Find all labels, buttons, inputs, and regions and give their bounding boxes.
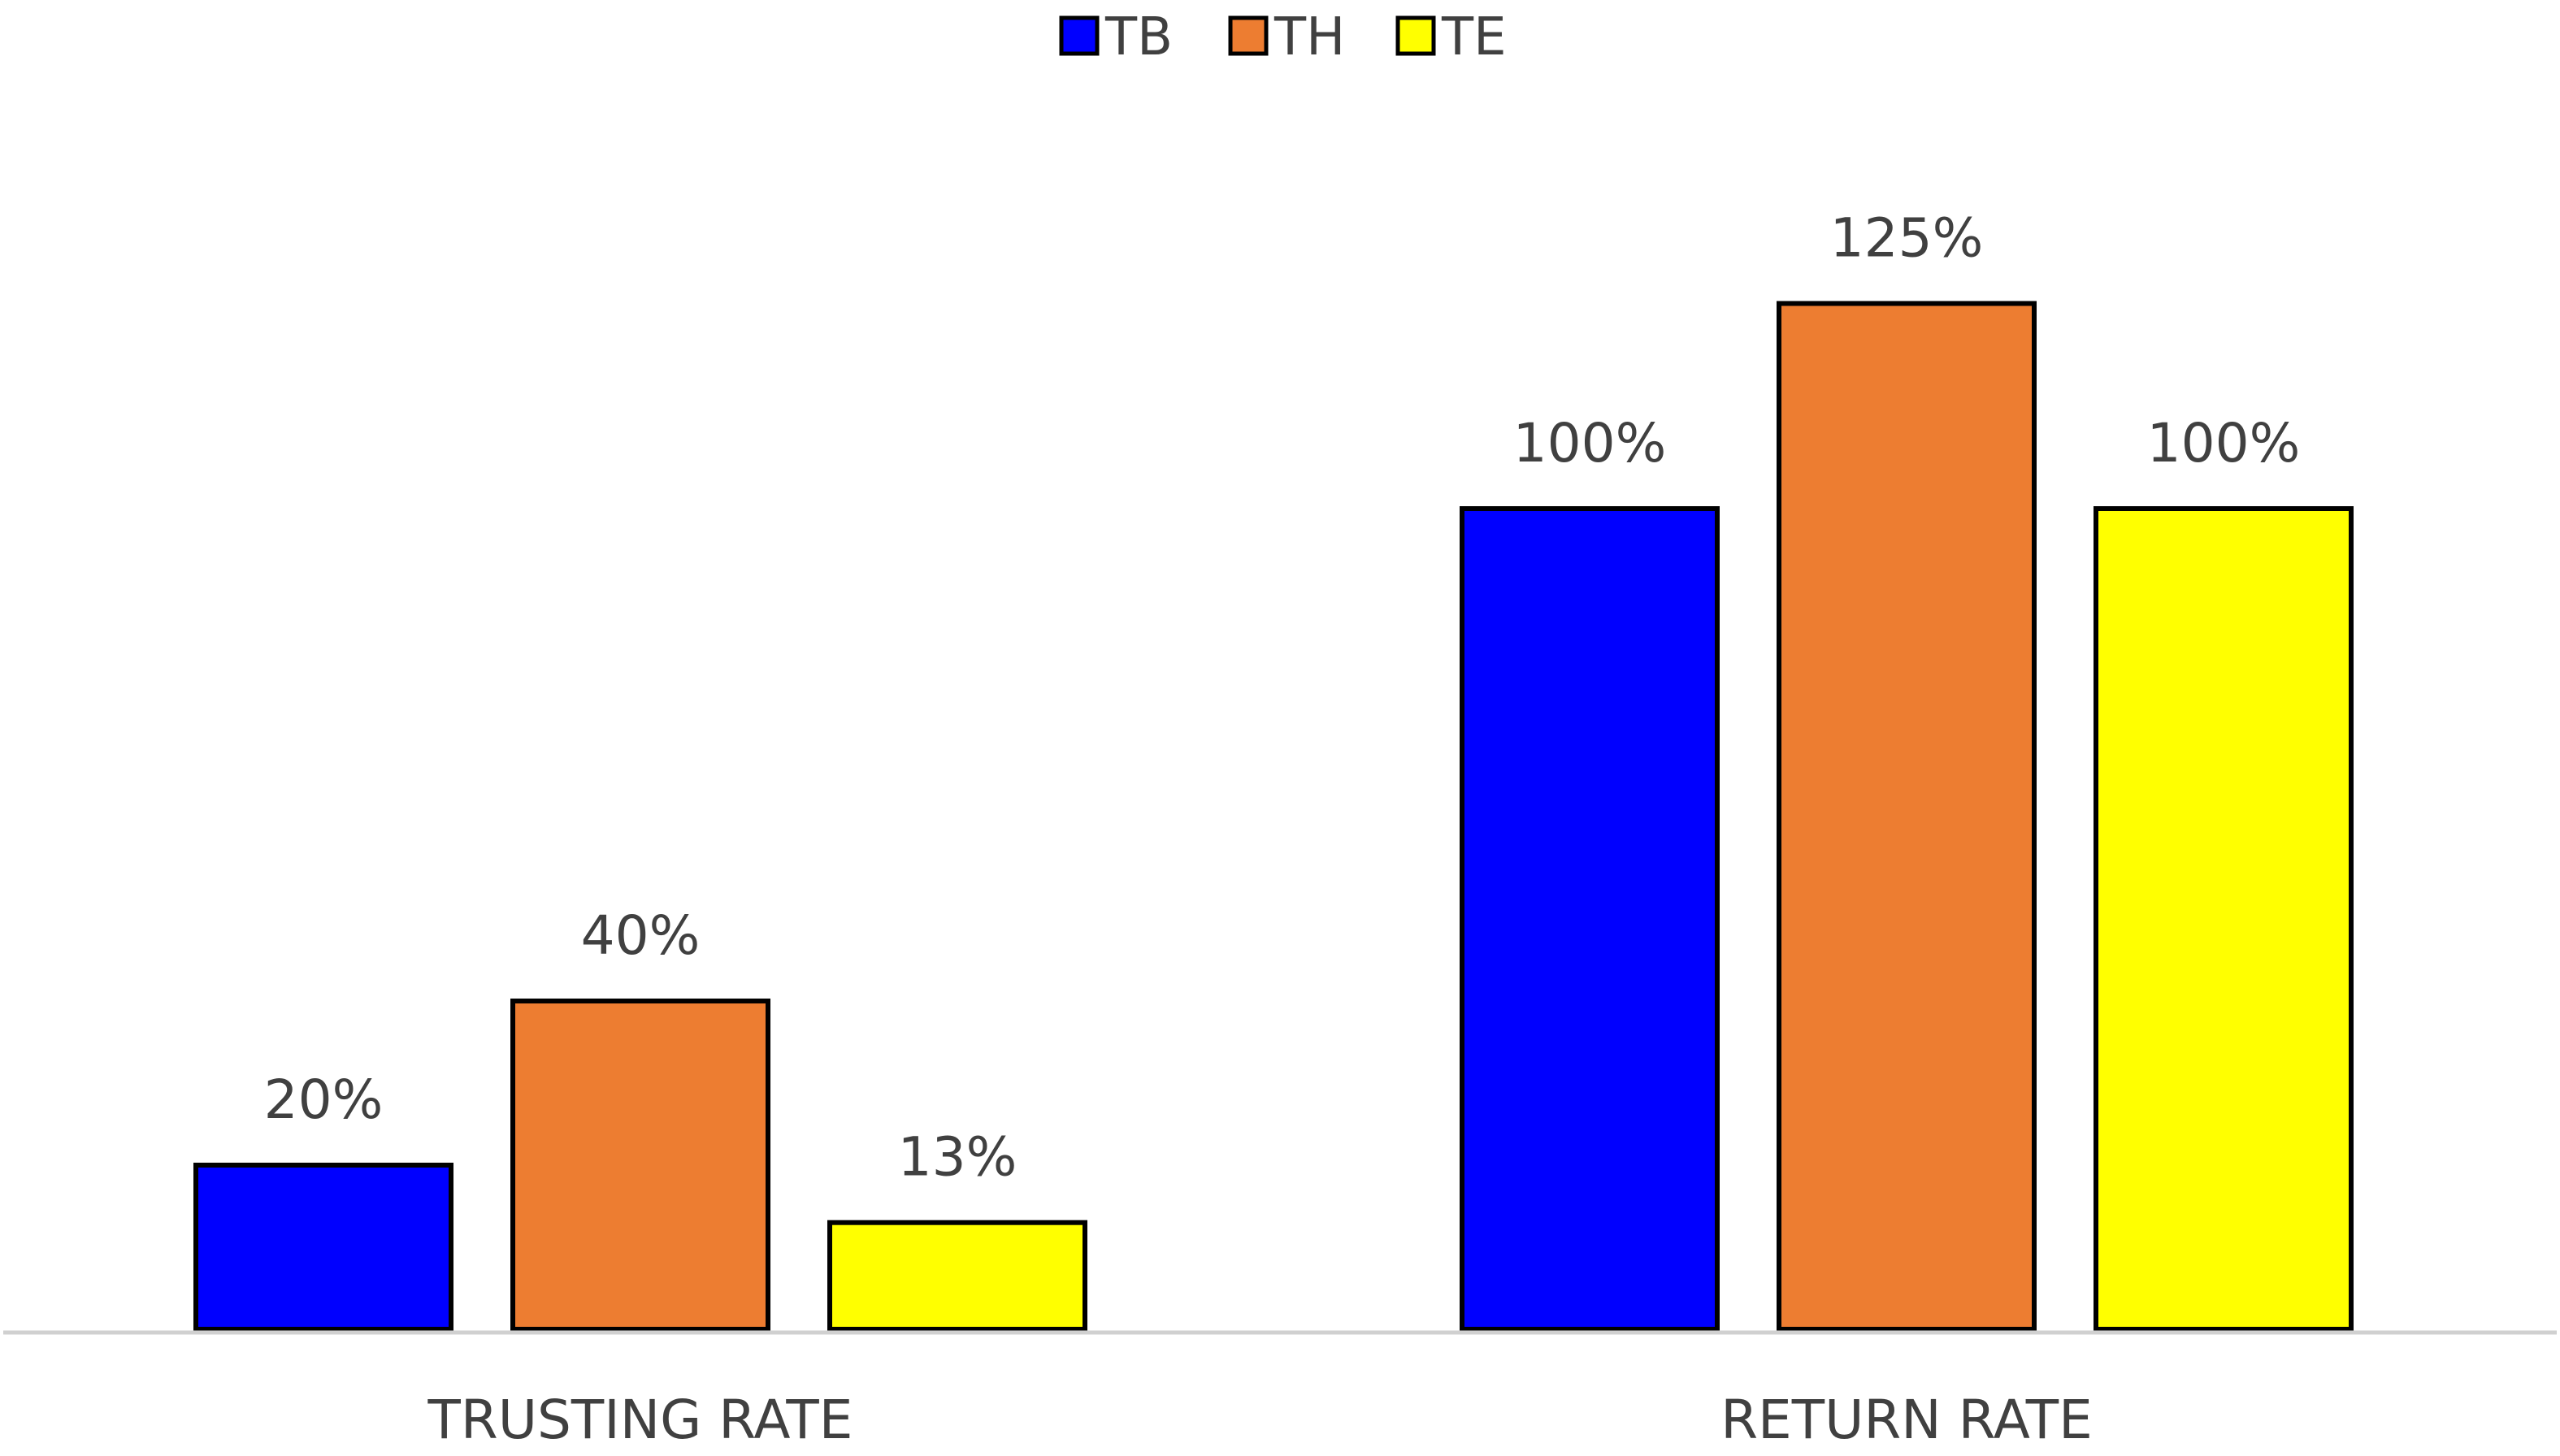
bar-te-0 — [827, 1220, 1087, 1332]
legend-label-tb: TB — [1104, 7, 1173, 67]
legend-label-te: TE — [1441, 7, 1507, 67]
category-label-0: TRUSTING RATE — [427, 1389, 853, 1451]
data-labels: 20% 40% 13% 100% 125% 100% — [264, 207, 2301, 1189]
category-labels: TRUSTING RATE RETURN RATE — [427, 1389, 2093, 1451]
legend-swatch-tb — [1059, 15, 1100, 56]
data-label-tb-1: 100% — [1513, 412, 1667, 474]
bar-tb-1 — [1460, 506, 1720, 1332]
bars — [193, 301, 2354, 1332]
data-label-te-1: 100% — [2147, 412, 2301, 474]
legend-swatch-th — [1228, 15, 1269, 56]
legend-swatch-te — [1395, 15, 1436, 56]
legend: TB TH TE — [1059, 7, 1507, 67]
category-label-1: RETURN RATE — [1720, 1389, 2093, 1451]
bar-tb-0 — [193, 1163, 453, 1332]
data-label-th-1: 125% — [1830, 207, 1984, 270]
data-label-te-0: 13% — [898, 1126, 1017, 1189]
bar-th-0 — [510, 999, 770, 1332]
bar-th-1 — [1777, 301, 2037, 1332]
data-label-tb-0: 20% — [264, 1068, 384, 1131]
legend-label-th: TH — [1273, 7, 1345, 67]
data-label-th-0: 40% — [581, 904, 701, 967]
bar-te-1 — [2094, 506, 2354, 1332]
